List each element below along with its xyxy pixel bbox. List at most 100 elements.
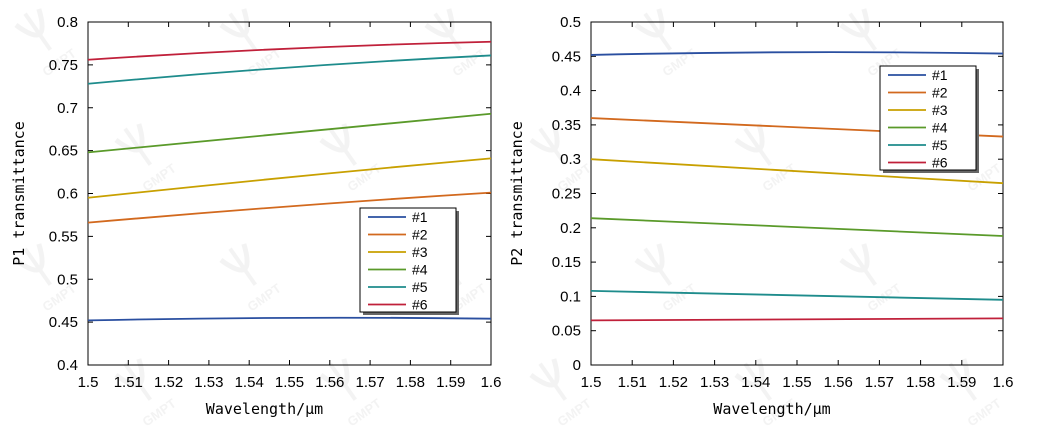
x-tick-label: 1.52 [154,374,183,391]
y-tick-label: 0.8 [57,14,78,31]
watermark-glyph [734,358,765,388]
watermark-text: GMPT [245,280,284,314]
p1-chart: 1.5 1.51 1.52 1.53 1.54 1.55 1.56 1.57 1.58 1.59 1… [10,14,501,418]
watermark-glyph [433,12,462,51]
y-tick-label: 0.75 [49,57,78,74]
y-tick-label: 0.55 [49,228,78,245]
watermark-glyph [848,247,877,286]
legend-box [879,65,977,171]
watermark-glyph [538,362,567,401]
watermark-glyph [529,358,560,388]
x-tick-label: 1.58 [906,374,935,391]
legend-entry: #3 [932,102,948,118]
watermark-text: GMPT [140,395,179,429]
watermark-logo: GMPT [939,358,1004,429]
watermark-text: GMPT [450,45,489,79]
watermark-glyph [23,247,52,286]
watermark-glyph [634,8,665,38]
watermark-glyph [328,362,357,401]
watermark-glyph [228,12,257,51]
series-line-6 [590,317,1004,322]
x-tick-label: 1.56 [315,374,344,391]
watermark-text: GMPT [760,160,799,194]
series-line-3 [590,158,1004,185]
x-tick-label: 1.53 [194,374,223,391]
watermark-logo: GMPT [734,123,799,194]
y-tick-label: 0.5 [57,271,78,288]
x-tick-label: 1.5 [78,374,99,391]
watermark-glyph [839,243,870,273]
series-line-1 [87,316,492,322]
watermark-glyph [743,127,772,166]
watermark-text: GMPT [345,395,384,429]
watermark-text: GMPT [555,395,594,429]
legend: #1 #2#3 #4#5 #6 [359,207,459,315]
watermark-glyph [839,8,870,38]
watermark-text: GMPT [660,45,699,79]
series-line-4 [590,217,1004,237]
watermark-logo: GMPT [219,243,284,314]
y-tick-label: 0.45 [552,48,581,65]
x-tick-label: 1.57 [865,374,894,391]
legend-entry: #3 [412,244,428,260]
x-axis-label: Wavelength/μm [713,400,830,418]
x-tick-label: 1.51 [114,374,143,391]
watermark-glyph [848,12,877,51]
legend-entry: #2 [412,227,428,243]
watermark-logo: GMPT [319,358,384,429]
y-tick-label: 0.05 [552,323,581,340]
x-tick-label: 1.56 [824,374,853,391]
legend-entry: #2 [932,85,948,101]
y-tick-label: 0.7 [57,100,78,117]
watermark-glyph [643,247,672,286]
x-tick-label: 1.53 [700,374,729,391]
x-tick-label: 1.59 [436,374,465,391]
watermark-glyph [424,8,455,38]
x-tick-label: 1.54 [235,374,264,391]
y-tick-label: 0.3 [560,151,581,168]
series-line-6 [87,40,492,61]
watermark-glyph [939,358,970,388]
y-tick-label: 0.45 [49,314,78,331]
watermark-glyph [328,127,357,166]
y-axis-label: P2 transmittance [508,121,526,266]
series-line-5 [87,54,492,85]
y-tick-label: 0 [573,357,581,374]
watermark-logo: GMPT [634,8,699,79]
x-tick-label: 1.5 [581,374,602,391]
y-axis-label: P1 transmittance [10,121,28,266]
x-tick-label: 1.51 [618,374,647,391]
watermark-glyph [219,243,250,273]
watermark-glyph [643,12,672,51]
watermark-glyph [529,123,560,153]
legend-entry: #1 [412,209,428,225]
y-tick-label: 0.4 [560,83,581,100]
y-tick-label: 0.65 [49,143,78,160]
series-line-3 [87,157,492,199]
watermark-glyph [948,362,977,401]
x-tick-label: 1.55 [275,374,304,391]
watermark-glyph [23,12,52,51]
x-tick-label: 1.54 [741,374,770,391]
watermark-glyph [219,8,250,38]
watermark-glyph [228,247,257,286]
watermark-glyph [319,358,350,388]
watermark-glyph [538,127,567,166]
watermark-glyph [743,362,772,401]
watermark-glyph [14,243,45,273]
watermark-glyph [114,123,145,153]
watermark-glyph [734,123,765,153]
watermark-glyph [123,362,152,401]
legend-entry: #5 [412,279,428,295]
legend-entry: #1 [932,67,948,83]
x-tick-label: 1.52 [659,374,688,391]
y-tick-label: 0.15 [552,254,581,271]
legend-entry: #4 [412,262,428,278]
watermark-glyph [319,123,350,153]
x-tick-label: 1.57 [355,374,384,391]
watermark-logo: GMPT [529,358,594,429]
y-tick-label: 0.4 [57,357,78,374]
legend-entry: #6 [932,155,948,171]
watermark-text: GMPT [660,280,699,314]
